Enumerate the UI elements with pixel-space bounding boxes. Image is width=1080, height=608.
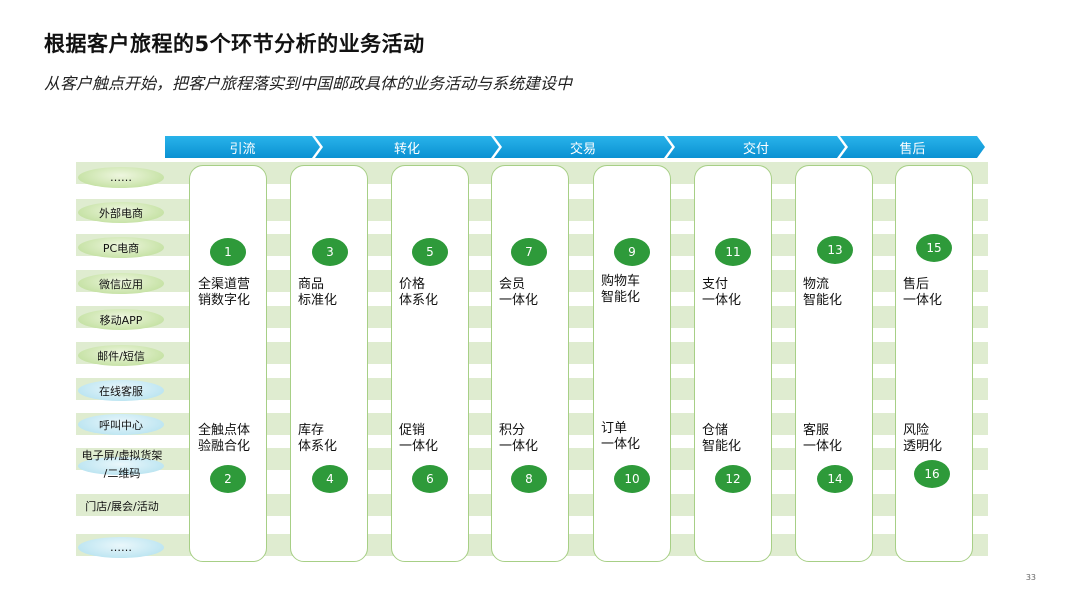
activity-number-13: 13	[817, 236, 853, 264]
activity-label-1: 全渠道营 销数字化	[198, 277, 250, 309]
activity-label-6: 促销 一体化	[399, 423, 438, 455]
label-line: 智能化	[601, 290, 641, 305]
activity-column-6	[694, 165, 772, 562]
label-line: 物流	[803, 277, 830, 292]
label-line: 购物车	[601, 274, 641, 289]
activity-number-3: 3	[312, 238, 348, 266]
activity-number-15: 15	[916, 234, 952, 262]
label-line: 一体化	[803, 439, 843, 454]
label-line: 一体化	[499, 293, 539, 308]
label-line: 全触点体	[198, 423, 251, 438]
stage-attract: 引流	[165, 136, 320, 158]
label-line: 客服	[803, 423, 830, 438]
activity-label-5: 价格 体系化	[399, 277, 438, 309]
channel-email-sms: 邮件/短信	[78, 345, 164, 366]
activity-column-8	[895, 165, 973, 562]
label-line: 销数字化	[198, 293, 251, 308]
channel-call-center: 呼叫中心	[78, 414, 164, 435]
label-line: 一体化	[903, 293, 943, 308]
label-line: 积分	[499, 423, 526, 438]
stage-aftersales: 售后	[840, 136, 985, 158]
activity-number-14: 14	[817, 465, 853, 493]
label-line: 透明化	[903, 439, 943, 454]
label-line: 一体化	[499, 439, 539, 454]
label-line: 商品	[298, 277, 325, 292]
activity-label-11: 支付 一体化	[702, 277, 741, 309]
activity-column-3	[391, 165, 469, 562]
channel-ellipsis-bottom: ……	[78, 537, 164, 558]
label-line: 支付	[702, 277, 729, 292]
activity-number-2: 2	[210, 465, 246, 493]
activity-label-3: 商品 标准化	[298, 277, 337, 309]
stage-deliver: 交付	[667, 136, 845, 158]
activity-label-10: 订单 一体化	[601, 421, 640, 453]
activity-column-4	[491, 165, 569, 562]
label-line: 一体化	[601, 437, 641, 452]
label-line: 售后	[903, 277, 930, 292]
label-line: 会员	[499, 277, 526, 292]
page-title: 根据客户旅程的5个环节分析的业务活动	[44, 32, 425, 56]
activity-number-4: 4	[312, 465, 348, 493]
activity-label-2: 全触点体 验融合化	[198, 423, 250, 455]
activity-label-12: 仓储 智能化	[702, 423, 741, 455]
channel-online-service: 在线客服	[78, 380, 164, 401]
activity-label-4: 库存 体系化	[298, 423, 337, 455]
activity-column-1	[189, 165, 267, 562]
activity-number-9: 9	[614, 238, 650, 266]
stage-bar: 引流 转化 交易 交付 售后	[165, 136, 985, 158]
channel-screen-shelf: 电子屏/虚拟货架 /二维码	[74, 448, 170, 481]
channel-mobile-app: 移动APP	[78, 309, 164, 330]
channel-wechat: 微信应用	[78, 273, 164, 294]
activity-label-9: 购物车 智能化	[601, 274, 640, 306]
activity-number-11: 11	[715, 238, 751, 266]
activity-number-7: 7	[511, 238, 547, 266]
label-line: 体系化	[298, 439, 338, 454]
label-line: 验融合化	[198, 439, 251, 454]
activity-label-7: 会员 一体化	[499, 277, 538, 309]
channel-screen-shelf-line2: /二维码	[103, 467, 141, 480]
channel-store-events: 门店/展会/活动	[85, 500, 159, 513]
activity-number-6: 6	[412, 465, 448, 493]
stage-convert: 转化	[315, 136, 499, 158]
channel-screen-shelf-ellipse	[78, 457, 164, 475]
stage-transact: 交易	[494, 136, 672, 158]
activity-label-13: 物流 智能化	[803, 277, 842, 309]
activity-number-12: 12	[715, 465, 751, 493]
label-line: 全渠道营	[198, 277, 251, 292]
activity-number-10: 10	[614, 465, 650, 493]
label-line: 仓储	[702, 423, 729, 438]
page-subtitle: 从客户触点开始，把客户旅程落实到中国邮政具体的业务活动与系统建设中	[44, 74, 573, 93]
activity-column-2	[290, 165, 368, 562]
activity-column-7	[795, 165, 873, 562]
label-line: 风险	[903, 423, 930, 438]
activity-label-8: 积分 一体化	[499, 423, 538, 455]
activity-label-15: 售后 一体化	[903, 277, 942, 309]
channel-pc-ecommerce: PC电商	[78, 237, 164, 258]
activity-number-8: 8	[511, 465, 547, 493]
label-line: 标准化	[298, 293, 338, 308]
activity-label-14: 客服 一体化	[803, 423, 842, 455]
label-line: 体系化	[399, 293, 439, 308]
activity-number-5: 5	[412, 238, 448, 266]
channel-ellipsis-top: ……	[78, 167, 164, 188]
label-line: 一体化	[399, 439, 439, 454]
label-line: 库存	[298, 423, 325, 438]
activity-label-16: 风险 透明化	[903, 423, 942, 455]
activity-column-5	[593, 165, 671, 562]
channel-screen-shelf-line1: 电子屏/虚拟货架	[81, 449, 163, 462]
label-line: 智能化	[803, 293, 843, 308]
activity-number-1: 1	[210, 238, 246, 266]
page-number: 33	[1025, 573, 1036, 582]
label-line: 促销	[399, 423, 426, 438]
label-line: 价格	[399, 277, 426, 292]
channel-external-ecommerce: 外部电商	[78, 202, 164, 223]
activity-number-16: 16	[914, 460, 950, 488]
label-line: 一体化	[702, 293, 742, 308]
label-line: 智能化	[702, 439, 742, 454]
label-line: 订单	[601, 421, 628, 436]
